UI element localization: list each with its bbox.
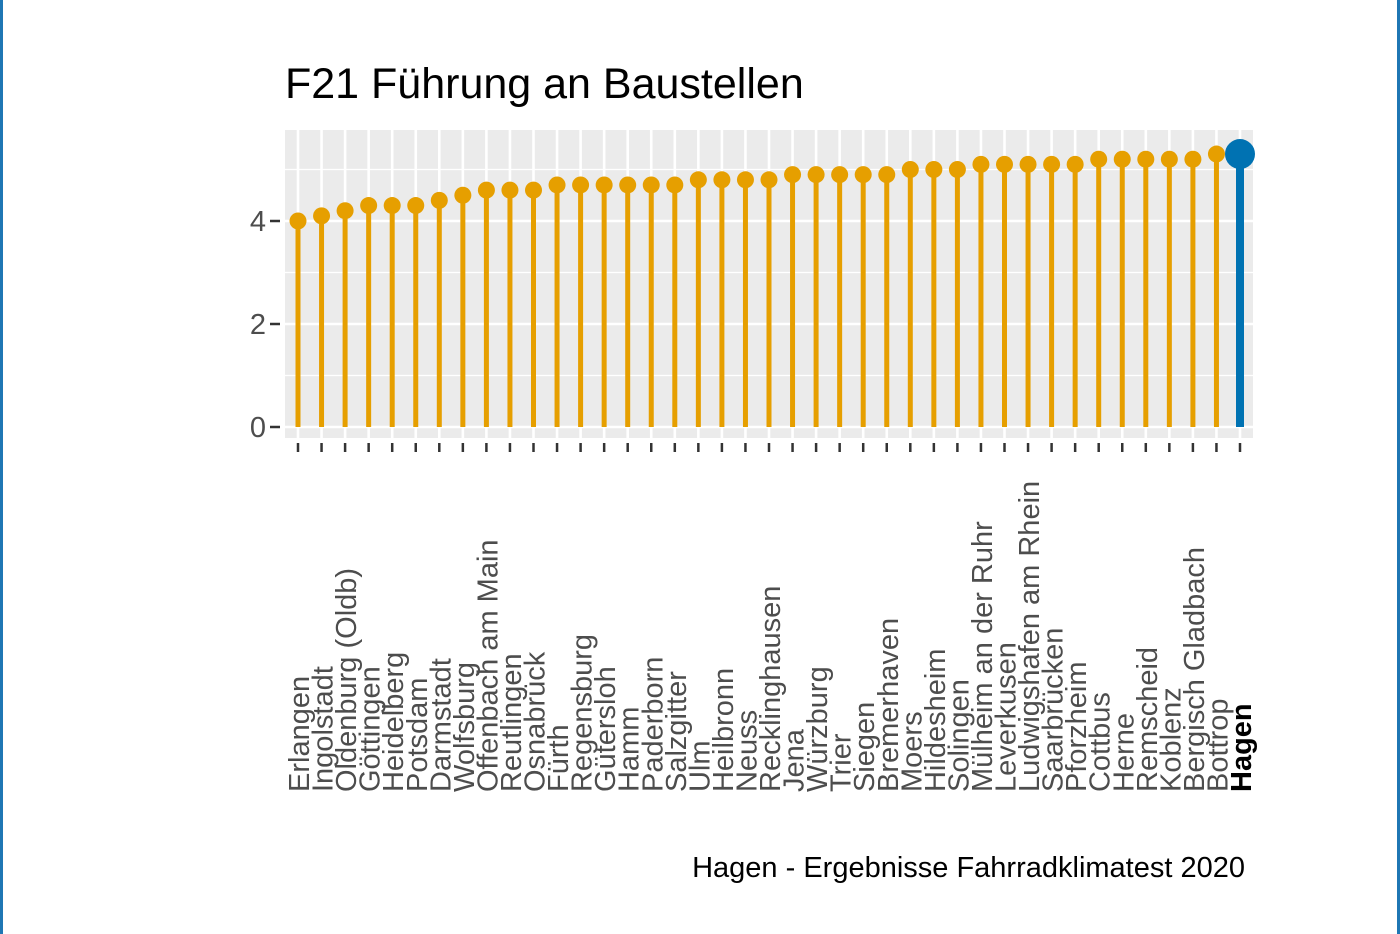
lollipop-point [1137,150,1155,168]
x-tick-label: Ulm [684,740,716,792]
lollipop-point [1066,155,1084,173]
x-tick-label: Remscheid [1132,647,1164,792]
lollipop-point [689,171,707,189]
highlight-point [1225,139,1255,170]
lollipop-point [360,197,378,215]
x-tick-label: Bremerhaven [873,618,905,792]
x-tick-label: Ingolstadt [308,666,340,792]
x-tick-label: Heidelberg [378,652,410,792]
lollipop-point [666,176,684,194]
lollipop-point [878,166,896,184]
x-tick-label: Pforzheim [1061,661,1093,792]
x-tick-label: Offenbach am Main [472,539,504,792]
lollipop-point [1160,150,1178,168]
lollipop-point [454,186,472,204]
x-tick-label: Paderborn [637,657,669,792]
lollipop-point [972,155,990,173]
x-tick-label: Trier [826,733,858,792]
lollipop-point [407,197,425,215]
x-tick-label: Siegen [849,702,881,792]
lollipop-point [477,181,495,199]
lollipop-point [1019,155,1037,173]
lollipop-point [548,176,566,194]
chart-caption: Hagen - Ergebnisse Fahrradklimatest 2020 [692,852,1245,884]
lollipop-point [925,161,943,178]
lollipop-point [760,171,778,189]
x-tick-label: Recklinghausen [755,586,787,792]
x-tick-label: Bergisch Gladbach [1179,547,1211,792]
x-tick-label: Darmstadt [425,658,457,792]
x-tick-label: Reutlingen [496,653,528,792]
x-tick-label: Salzgitter [661,671,693,792]
x-tick-label: Jena [779,728,811,792]
x-tick-label: Leverkusen [991,642,1023,792]
y-tick-label: 2 [250,309,266,341]
lollipop-point [595,176,613,194]
x-tick-label: Gütersloh [590,666,622,792]
x-tick-label: Regensburg [567,634,599,792]
x-tick-label: Saarbrücken [1038,628,1070,792]
lollipop-point [642,176,660,194]
lollipop-point [736,171,754,189]
lollipop-point [501,181,519,199]
lollipop-point [336,202,354,220]
lollipop-point [572,176,590,194]
lollipop-point [383,197,401,215]
lollipop-point [713,171,731,189]
y-tick-label: 0 [250,412,266,444]
x-tick-label: Hildesheim [920,649,952,792]
lollipop-point [1207,145,1225,163]
lollipop-point [525,181,542,199]
lollipop-point [784,166,802,184]
x-tick-label: Herne [1108,713,1140,792]
x-tick-label: Ludwigshafen am Rhein [1014,481,1046,792]
lollipop-point [996,155,1013,173]
lollipop-point [1090,150,1108,168]
lollipop-point [1113,150,1131,168]
x-tick-label: Oldenburg (Oldb) [331,568,363,792]
y-tick-label: 4 [250,206,266,238]
lollipop-point [831,166,849,184]
x-tick-label: Erlangen [284,676,316,792]
lollipop-point [1043,155,1061,173]
lollipop-point [1184,150,1202,168]
x-tick-label: Neuss [731,710,763,792]
x-tick-label: Osnabrück [520,651,552,792]
x-tick-label: Moers [896,711,928,792]
x-tick-label: Cottbus [1085,692,1117,792]
x-tick-label: Bottrop [1202,699,1234,793]
lollipop-point [948,161,966,178]
x-tick-label: Wolfsburg [449,662,481,792]
x-tick-label: Koblenz [1155,687,1187,792]
x-tick-label: Mülheim an der Ruhr [967,521,999,792]
x-tick-label: Fürth [543,724,575,792]
x-tick-label: Heilbronn [708,668,740,792]
x-tick-label: Würzburg [802,666,834,792]
x-tick-label: Hamm [614,707,646,792]
lollipop-point [619,176,637,194]
x-tick-label: Göttingen [355,666,387,792]
lollipop-point [289,212,307,230]
x-tick-label-highlight: Hagen [1226,703,1258,792]
lollipop-point [313,207,331,225]
x-tick-label: Solingen [943,679,975,792]
lollipop-point [807,166,825,184]
lollipop-point [901,161,919,178]
lollipop-point [854,166,872,184]
chart-title: F21 Führung an Baustellen [285,60,804,108]
lollipop-point [430,191,448,209]
x-tick-label: Potsdam [402,678,434,792]
